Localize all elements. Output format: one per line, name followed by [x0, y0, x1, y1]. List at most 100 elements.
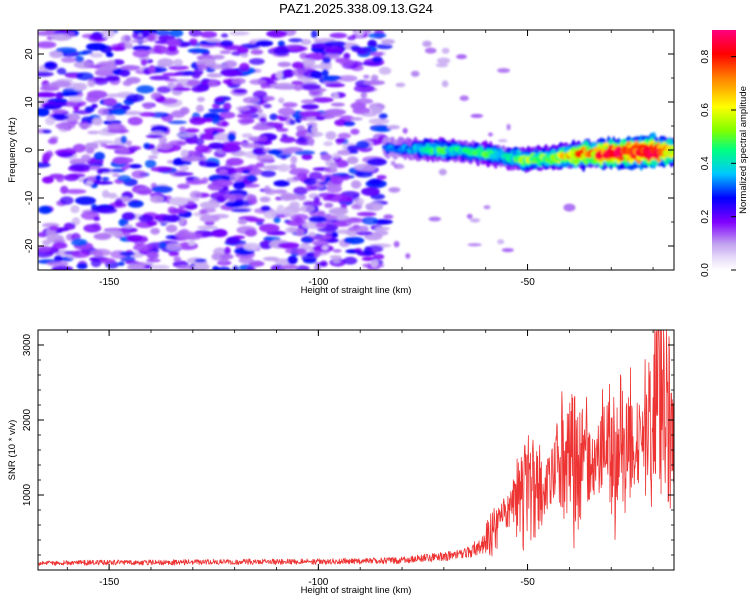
- x-tick-label: -150: [99, 577, 119, 588]
- noise-blob: [256, 154, 275, 163]
- noise-blob: [49, 225, 59, 231]
- noise-blob: [255, 162, 265, 168]
- noise-blob: [332, 258, 341, 264]
- noise-blob: [143, 142, 151, 149]
- noise-blob: [87, 130, 100, 135]
- noise-blob: [276, 204, 285, 214]
- noise-blob: [333, 214, 350, 221]
- noise-blob: [96, 207, 118, 214]
- spectrogram-y-label: Frequency (Hz): [7, 117, 18, 182]
- noise-blob: [150, 166, 173, 172]
- noise-blob: [355, 231, 373, 236]
- noise-blob: [225, 157, 244, 166]
- noise-blob: [318, 192, 336, 198]
- noise-blob: [167, 44, 178, 53]
- noise-blob: [63, 174, 80, 182]
- noise-blob: [303, 178, 317, 186]
- noise-blob: [310, 125, 318, 134]
- noise-blob: [153, 44, 162, 49]
- noise-blob: [282, 102, 298, 108]
- noise-blob: [302, 221, 322, 230]
- noise-blob: [119, 251, 135, 257]
- noise-blob: [159, 242, 167, 249]
- noise-blob: [48, 138, 58, 145]
- noise-blob: [287, 46, 308, 52]
- snr-frame: [37, 329, 675, 571]
- noise-blob: [179, 126, 186, 133]
- noise-blob: [350, 117, 363, 121]
- noise-blob: [320, 112, 343, 118]
- noise-blob: [378, 66, 392, 75]
- noise-blob: [428, 216, 441, 222]
- noise-blob: [73, 60, 94, 69]
- noise-blob: [236, 106, 251, 111]
- noise-blob: [233, 181, 246, 190]
- noise-blob: [246, 266, 256, 270]
- noise-blob: [78, 123, 92, 129]
- noise-blob: [220, 68, 242, 77]
- ridge-blob: [670, 149, 674, 157]
- noise-blob: [305, 131, 324, 138]
- noise-blob: [51, 265, 74, 270]
- noise-blob: [126, 234, 144, 243]
- noise-blob: [387, 125, 400, 130]
- y-tick-label: 20: [24, 48, 35, 60]
- noise-blob: [346, 145, 359, 152]
- noise-blob: [200, 30, 218, 39]
- noise-blob: [187, 48, 210, 54]
- noise-blob: [308, 215, 327, 223]
- noise-blob: [39, 86, 60, 92]
- noise-blob: [68, 31, 76, 37]
- noise-blob: [136, 189, 153, 195]
- noise-blob: [166, 159, 174, 164]
- noise-blob: [94, 68, 115, 77]
- spectrogram-x-label: Height of straight line (km): [301, 285, 412, 296]
- noise-blob: [506, 123, 511, 131]
- noise-blob: [49, 173, 65, 179]
- noise-blob: [93, 151, 105, 161]
- noise-blob: [299, 205, 315, 213]
- noise-blob: [49, 51, 64, 59]
- noise-blob: [289, 163, 297, 169]
- noise-blob: [91, 32, 104, 40]
- noise-blob: [167, 82, 176, 89]
- noise-blob: [59, 91, 80, 97]
- noise-blob: [262, 84, 271, 89]
- noise-blob: [184, 128, 200, 133]
- noise-blob: [343, 217, 366, 224]
- noise-blob: [488, 132, 493, 137]
- noise-blob: [301, 59, 316, 67]
- noise-blob: [243, 242, 261, 251]
- noise-blob: [75, 196, 96, 205]
- noise-blob: [38, 41, 57, 49]
- noise-blob: [374, 230, 389, 236]
- noise-blob: [274, 189, 287, 195]
- noise-blob: [278, 97, 285, 104]
- noise-blob: [360, 92, 368, 99]
- noise-blob: [218, 189, 231, 194]
- noise-blob: [111, 108, 127, 115]
- noise-blob: [350, 180, 362, 189]
- noise-blob: [71, 217, 81, 226]
- noise-blob: [467, 243, 482, 247]
- noise-blob: [219, 50, 232, 54]
- noise-blob: [305, 52, 326, 61]
- noise-blob: [370, 259, 379, 268]
- noise-blob: [237, 218, 248, 225]
- noise-blob: [107, 123, 125, 131]
- noise-blob: [141, 30, 150, 38]
- noise-blob: [145, 134, 163, 139]
- noise-blob: [381, 38, 395, 45]
- noise-blob: [211, 54, 225, 60]
- noise-blob: [288, 38, 304, 43]
- colorbar: 0.0 0.2 0.4 0.6 0.8 Normalized spectral ampl…: [700, 30, 749, 277]
- noise-blob: [497, 239, 505, 245]
- noise-blob: [321, 69, 329, 77]
- snr-series-line: [38, 330, 674, 566]
- noise-blob: [125, 76, 141, 84]
- noise-blob: [277, 163, 290, 172]
- noise-blob: [294, 150, 315, 156]
- snr-y-label: SNR (10 * v/v): [7, 420, 18, 481]
- noise-blob: [259, 223, 280, 233]
- noise-blob: [197, 225, 219, 230]
